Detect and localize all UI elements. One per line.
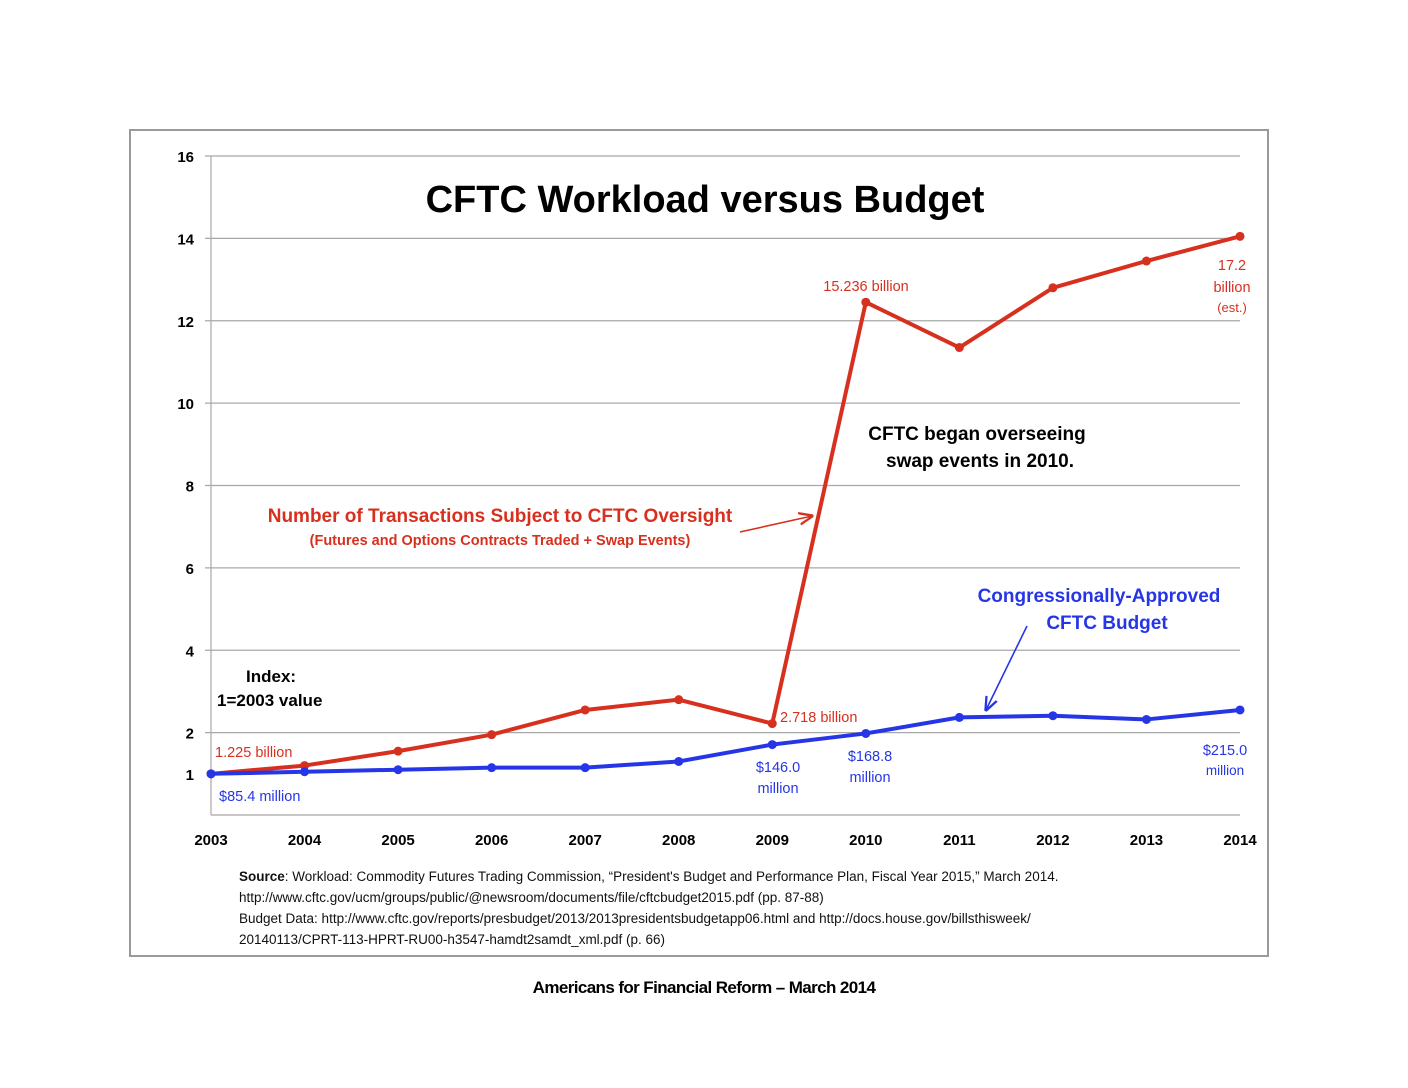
y-tick-label-1: 1 bbox=[186, 767, 194, 784]
budget-point-2013 bbox=[1141, 714, 1151, 724]
budget-label-2014-line1: $215.0 bbox=[1203, 743, 1247, 759]
x-tick-label-2009: 2009 bbox=[756, 832, 789, 849]
budget-point-2011 bbox=[954, 712, 964, 722]
workload-point-2008 bbox=[674, 695, 684, 705]
swap-note-line2: swap events in 2010. bbox=[886, 451, 1074, 472]
workload-label-2010: 15.236 billion bbox=[823, 279, 908, 295]
budget-point-2012 bbox=[1048, 711, 1058, 721]
budget-label-2009-line2: million bbox=[757, 781, 798, 797]
x-tick-label-2014: 2014 bbox=[1223, 832, 1257, 849]
x-tick-label-2007: 2007 bbox=[568, 832, 601, 849]
x-tick-label-2012: 2012 bbox=[1036, 832, 1069, 849]
workload-point-2004 bbox=[300, 761, 310, 771]
x-tick-label-2013: 2013 bbox=[1130, 832, 1163, 849]
budget-label-2009-line1: $146.0 bbox=[756, 760, 800, 776]
source-label: Source bbox=[239, 869, 285, 884]
budget-label-arrow bbox=[986, 625, 1028, 710]
workload-point-2011 bbox=[954, 343, 964, 353]
swap-note-line1: CFTC began overseeing bbox=[868, 424, 1086, 445]
workload-point-2010 bbox=[861, 297, 871, 307]
budget-series-sublabel: CFTC Budget bbox=[1046, 613, 1168, 634]
budget-point-2010 bbox=[861, 728, 871, 738]
y-tick-label-10: 10 bbox=[177, 396, 194, 413]
workload-series-sublabel: (Futures and Options Contracts Traded + … bbox=[310, 533, 691, 549]
source-line-3: Budget Data: http://www.cftc.gov/reports… bbox=[239, 911, 1031, 926]
workload-point-2012 bbox=[1048, 283, 1058, 293]
x-tick-label-2008: 2008 bbox=[662, 832, 695, 849]
series bbox=[206, 231, 1245, 779]
source-note: Source: Workload: Commodity Futures Trad… bbox=[239, 866, 1199, 950]
workload-point-2007 bbox=[580, 705, 590, 715]
budget-label-2010-line2: million bbox=[849, 770, 890, 786]
y-tick-label-14: 14 bbox=[177, 231, 194, 248]
workload-point-2005 bbox=[393, 746, 403, 756]
workload-point-2014 bbox=[1235, 231, 1245, 241]
workload-point-2006 bbox=[487, 730, 497, 740]
workload-label-2014-line2: billion bbox=[1213, 280, 1250, 296]
workload-point-2013 bbox=[1141, 256, 1151, 266]
gridlines bbox=[205, 155, 1240, 816]
index-note-line2: 1=2003 value bbox=[217, 691, 322, 710]
source-text-1: : Workload: Commodity Futures Trading Co… bbox=[284, 869, 1059, 884]
budget-point-2003 bbox=[206, 769, 216, 779]
budget-label-2003: $85.4 million bbox=[219, 789, 300, 805]
workload-label-2009: 2.718 billion bbox=[780, 710, 857, 726]
chart-title: CFTC Workload versus Budget bbox=[426, 179, 985, 221]
budget-point-2014 bbox=[1235, 705, 1245, 715]
workload-point-2009 bbox=[767, 719, 777, 729]
y-tick-label-6: 6 bbox=[186, 561, 194, 578]
index-note-line1: Index: bbox=[246, 667, 296, 686]
budget-point-2007 bbox=[580, 763, 590, 773]
workload-label-2003: 1.225 billion bbox=[215, 745, 292, 761]
workload-series-label: Number of Transactions Subject to CFTC O… bbox=[268, 506, 733, 527]
budget-point-2008 bbox=[674, 756, 684, 766]
workload-line bbox=[209, 234, 1242, 776]
budget-point-2004 bbox=[300, 767, 310, 777]
y-tick-label-4: 4 bbox=[186, 643, 195, 660]
budget-label-2014-line2: million bbox=[1206, 763, 1244, 778]
workload-label-2014-line1: 17.2 bbox=[1218, 258, 1246, 274]
source-line-1: Source: Workload: Commodity Futures Trad… bbox=[239, 866, 1199, 887]
footer-credit: Americans for Financial Reform – March 2… bbox=[532, 978, 876, 997]
budget-point-2006 bbox=[487, 763, 497, 773]
source-line-4: 20140113/CPRT-113-HPRT-RU00-h3547-hamdt2… bbox=[239, 932, 665, 947]
workload-label-2014-line3: (est.) bbox=[1217, 300, 1247, 315]
budget-series-label: Congressionally-Approved bbox=[978, 586, 1221, 607]
x-tick-label-2010: 2010 bbox=[849, 832, 882, 849]
budget-label-2010-line1: $168.8 bbox=[848, 749, 892, 765]
chart-frame bbox=[129, 129, 1269, 957]
x-tick-labels: 2003 2004 2005 2006 2007 2008 2009 2010 2011 2012… bbox=[194, 832, 1257, 849]
y-tick-label-8: 8 bbox=[186, 479, 194, 496]
x-tick-label-2006: 2006 bbox=[475, 832, 508, 849]
x-tick-label-2011: 2011 bbox=[943, 832, 976, 849]
budget-point-2005 bbox=[393, 765, 403, 775]
source-line-2: http://www.cftc.gov/ucm/groups/public/@n… bbox=[239, 890, 824, 905]
y-tick-label-12: 12 bbox=[177, 314, 194, 331]
budget-point-2009 bbox=[767, 740, 777, 750]
x-tick-label-2003: 2003 bbox=[194, 832, 227, 849]
workload-label-arrow bbox=[739, 516, 812, 533]
x-tick-label-2005: 2005 bbox=[381, 832, 414, 849]
x-tick-label-2004: 2004 bbox=[288, 832, 322, 849]
y-tick-label-2: 2 bbox=[186, 726, 194, 743]
budget-line bbox=[209, 707, 1242, 776]
y-tick-label-16: 16 bbox=[177, 149, 194, 166]
